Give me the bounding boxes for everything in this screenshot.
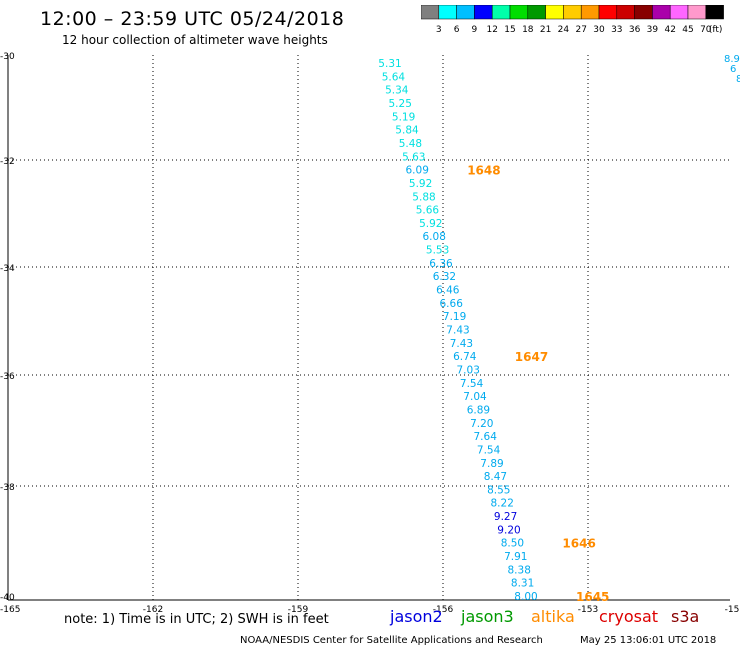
scale-label: 39 [647, 25, 659, 35]
edge-wave-value: 8.9 [724, 54, 740, 65]
scale-label: 42 [664, 25, 675, 35]
scale-label: 24 [558, 25, 570, 35]
wave-height-value: 8.50 [501, 538, 524, 550]
wave-height-value: 6.36 [429, 258, 453, 270]
wave-height-value: 8.55 [487, 484, 510, 496]
wave-height-value: 7.64 [474, 431, 498, 443]
wave-height-value: 7.54 [477, 444, 501, 456]
time-label: 1647 [515, 350, 548, 364]
wave-height-value: 6.09 [406, 165, 429, 177]
x-tick-label: -159 [288, 605, 309, 615]
wave-height-value: 5.53 [426, 245, 449, 257]
wave-height-value: 5.92 [419, 218, 442, 230]
wave-height-value: 5.48 [399, 138, 422, 150]
wave-height-value: 8.00 [514, 591, 537, 603]
wave-height-value: 7.91 [504, 551, 527, 563]
scale-label: 30 [593, 25, 605, 35]
satellite-legend-jason2: jason2 [390, 607, 443, 626]
time-label: 1645 [576, 590, 609, 604]
scale-label: 6 [454, 25, 460, 35]
scale-unit: (ft) [709, 25, 723, 35]
wave-height-value: 6.08 [423, 231, 446, 243]
scale-label: 70 [700, 25, 712, 35]
wave-height-value: 9.27 [494, 511, 517, 523]
wave-height-value: 7.43 [446, 325, 469, 337]
wave-height-value: 7.19 [443, 311, 466, 323]
x-tick-label: -165 [0, 605, 20, 615]
wave-height-value: 5.34 [385, 85, 409, 97]
wave-height-value: 5.19 [392, 111, 415, 123]
scale-label: 27 [575, 25, 586, 35]
x-tick-label: -156 [433, 605, 454, 615]
edge-wave-value: 8 [736, 74, 740, 85]
wave-height-value: 6.46 [436, 285, 460, 297]
wave-height-value: 7.43 [450, 338, 473, 350]
wave-height-value: 5.64 [382, 71, 406, 83]
y-tick-label: -32 [0, 157, 15, 167]
satellite-legend-s3a: s3a [671, 607, 700, 626]
scale-label: 18 [522, 25, 534, 35]
wave-height-value: 7.03 [457, 364, 480, 376]
scale-label: 12 [486, 25, 497, 35]
scale-label: 15 [504, 25, 515, 35]
edge-wave-value: 6 [730, 64, 736, 75]
scale-swatch [705, 5, 724, 20]
wave-height-value: 8.31 [511, 578, 534, 590]
wave-height-value: 6.66 [440, 298, 464, 310]
time-label: 1648 [467, 164, 500, 178]
page-title: 12:00 – 23:59 UTC 05/24/2018 [40, 8, 345, 30]
scale-label: 45 [682, 25, 693, 35]
y-tick-label: -40 [0, 593, 15, 603]
wave-height-value: 5.63 [402, 151, 425, 163]
wave-height-value: 8.22 [491, 498, 514, 510]
timestamp: May 25 13:06:01 UTC 2018 [580, 635, 717, 646]
wave-height-value: 9.20 [497, 524, 520, 536]
wave-height-value: 7.20 [470, 418, 493, 430]
satellite-legend-jason3: jason3 [461, 607, 514, 626]
y-tick-label: -36 [0, 372, 15, 382]
y-tick-label: -38 [0, 483, 15, 493]
scale-label: 9 [472, 25, 478, 35]
page-subtitle: 12 hour collection of altimeter wave hei… [62, 33, 328, 47]
y-tick-label: -30 [0, 52, 15, 62]
wave-height-value: 5.92 [409, 178, 432, 190]
wave-height-value: 5.88 [412, 191, 435, 203]
scale-label: 36 [629, 25, 641, 35]
wave-height-value: 6.74 [453, 351, 477, 363]
wave-height-value: 5.31 [378, 58, 401, 70]
wave-height-value: 7.04 [463, 391, 487, 403]
time-label: 1646 [562, 537, 595, 551]
scale-label: 33 [611, 25, 622, 35]
scale-label: 21 [540, 25, 551, 35]
wave-height-value: 8.38 [508, 564, 531, 576]
credit-line: NOAA/NESDIS Center for Satellite Applica… [240, 635, 543, 646]
x-tick-label: -15 [725, 605, 740, 615]
x-tick-label: -162 [143, 605, 163, 615]
y-tick-label: -34 [0, 264, 15, 274]
footnote: note: 1) Time is in UTC; 2) SWH is in fe… [64, 612, 329, 627]
wave-height-value: 8.47 [484, 471, 507, 483]
wave-height-color-scale: 3 6 9 12 15 18 21 24 27 30 33 36 39 42 45 70(ft) [421, 5, 724, 35]
wave-height-value: 5.25 [389, 98, 412, 110]
scale-label: 3 [436, 25, 442, 35]
satellite-legend-altika: altika [531, 607, 575, 626]
wave-height-value: 6.89 [467, 404, 490, 416]
x-tick-label: -153 [578, 605, 598, 615]
wave-height-value: 7.54 [460, 378, 484, 390]
wave-height-value: 5.84 [395, 125, 419, 137]
satellite-legend-cryosat: cryosat [599, 607, 659, 626]
wave-height-value: 7.89 [480, 458, 503, 470]
wave-height-value: 6.32 [433, 271, 456, 283]
wave-height-value: 5.66 [416, 205, 440, 217]
